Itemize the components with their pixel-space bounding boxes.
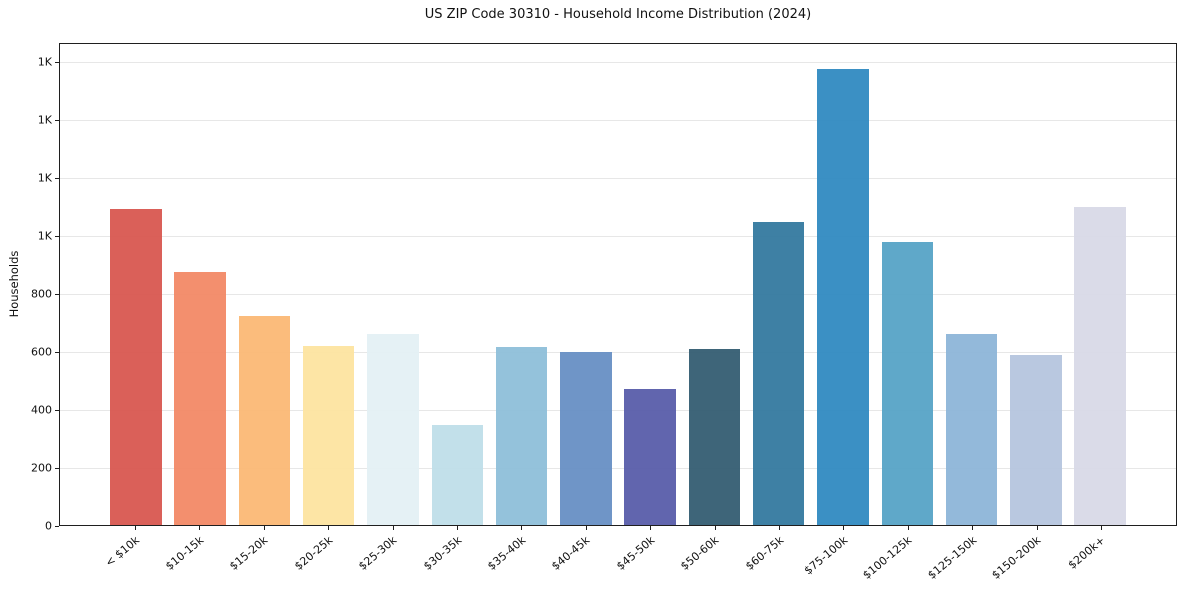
x-tick-label: $30-35k bbox=[420, 533, 464, 573]
x-tick-mark bbox=[392, 526, 394, 530]
bar--30-35k bbox=[431, 425, 483, 525]
bar--75-100k bbox=[817, 68, 869, 525]
x-tick-mark bbox=[328, 526, 330, 530]
y-tick-label: 200 bbox=[31, 461, 52, 475]
gridline-y1600 bbox=[60, 62, 1176, 64]
gridline-y400 bbox=[60, 410, 1176, 412]
plot-area bbox=[59, 43, 1177, 526]
y-tick-label: 0 bbox=[45, 519, 52, 533]
x-tick-mark bbox=[456, 526, 458, 530]
chart-title: US ZIP Code 30310 - Household Income Dis… bbox=[424, 7, 812, 22]
gridline-y1400 bbox=[60, 120, 1176, 122]
bar--50-60k bbox=[688, 348, 741, 525]
x-tick-label: $150-200k bbox=[989, 533, 1044, 582]
bar--100-125k bbox=[881, 241, 933, 525]
gridline-y800 bbox=[60, 294, 1176, 296]
x-tick-label: $100-125k bbox=[860, 533, 915, 582]
y-tick-mark bbox=[55, 467, 59, 469]
x-tick-label: $75-100k bbox=[801, 533, 851, 578]
bar--35-40k bbox=[495, 347, 548, 525]
x-tick-mark bbox=[650, 526, 652, 530]
bar--60-75k bbox=[753, 221, 805, 525]
x-tick-mark bbox=[263, 526, 265, 530]
x-tick-mark bbox=[843, 526, 845, 530]
x-tick-mark bbox=[199, 526, 201, 530]
y-tick-label: 1K bbox=[37, 171, 52, 185]
x-tick-label: $60-75k bbox=[742, 533, 786, 573]
x-tick-mark bbox=[972, 526, 974, 530]
bar--125-150k bbox=[945, 334, 998, 525]
bar--10k bbox=[110, 208, 162, 525]
bar--15-20k bbox=[238, 315, 291, 525]
x-tick-label: $45-50k bbox=[613, 533, 658, 573]
x-tick-label: $50-60k bbox=[678, 533, 722, 573]
gridline-y1000 bbox=[60, 236, 1176, 238]
x-tick-mark bbox=[521, 526, 523, 530]
bar--150-200k bbox=[1010, 354, 1062, 525]
x-tick-label: $15-20k bbox=[227, 533, 271, 573]
y-tick-mark bbox=[55, 409, 59, 411]
bar--20-25k bbox=[303, 345, 355, 525]
y-tick-label: 1K bbox=[37, 113, 52, 127]
x-tick-label: $10-15k bbox=[163, 533, 207, 573]
x-tick-mark bbox=[779, 526, 780, 530]
x-tick-label: $20-25k bbox=[291, 533, 336, 573]
gridline-y600 bbox=[60, 352, 1176, 354]
y-tick-label: 600 bbox=[31, 345, 52, 359]
y-tick-label: 1K bbox=[37, 55, 52, 69]
x-tick-mark bbox=[585, 526, 587, 530]
y-tick-mark bbox=[55, 351, 59, 353]
y-tick-mark bbox=[55, 235, 59, 237]
y-tick-mark bbox=[55, 119, 59, 121]
bar--200k- bbox=[1074, 207, 1126, 525]
y-tick-mark bbox=[55, 177, 59, 179]
x-tick-mark bbox=[714, 526, 716, 530]
y-tick-mark bbox=[55, 526, 59, 527]
x-tick-mark bbox=[134, 526, 136, 530]
y-tick-mark bbox=[55, 293, 59, 295]
gridline-y1200 bbox=[60, 178, 1176, 180]
gridline-y200 bbox=[60, 468, 1176, 470]
x-tick-mark bbox=[907, 526, 909, 530]
x-tick-label: $25-30k bbox=[356, 533, 400, 573]
bar--25-30k bbox=[367, 334, 419, 525]
x-tick-label: $125-150k bbox=[925, 533, 980, 582]
x-tick-label: < $10k bbox=[102, 533, 142, 570]
y-tick-label: 1K bbox=[37, 229, 52, 243]
y-axis-label: Households bbox=[7, 250, 21, 318]
x-tick-mark bbox=[1101, 526, 1102, 530]
bar--45-50k bbox=[624, 389, 676, 525]
x-tick-label: $40-45k bbox=[549, 533, 593, 573]
y-tick-mark bbox=[55, 61, 59, 63]
y-tick-label: 400 bbox=[31, 403, 52, 417]
x-tick-mark bbox=[1036, 526, 1038, 530]
x-tick-label: $200k+ bbox=[1066, 533, 1108, 572]
y-tick-label: 800 bbox=[31, 287, 52, 301]
bar--10-15k bbox=[174, 272, 226, 525]
x-tick-label: $35-40k bbox=[485, 533, 529, 573]
bar--40-45k bbox=[560, 351, 612, 525]
